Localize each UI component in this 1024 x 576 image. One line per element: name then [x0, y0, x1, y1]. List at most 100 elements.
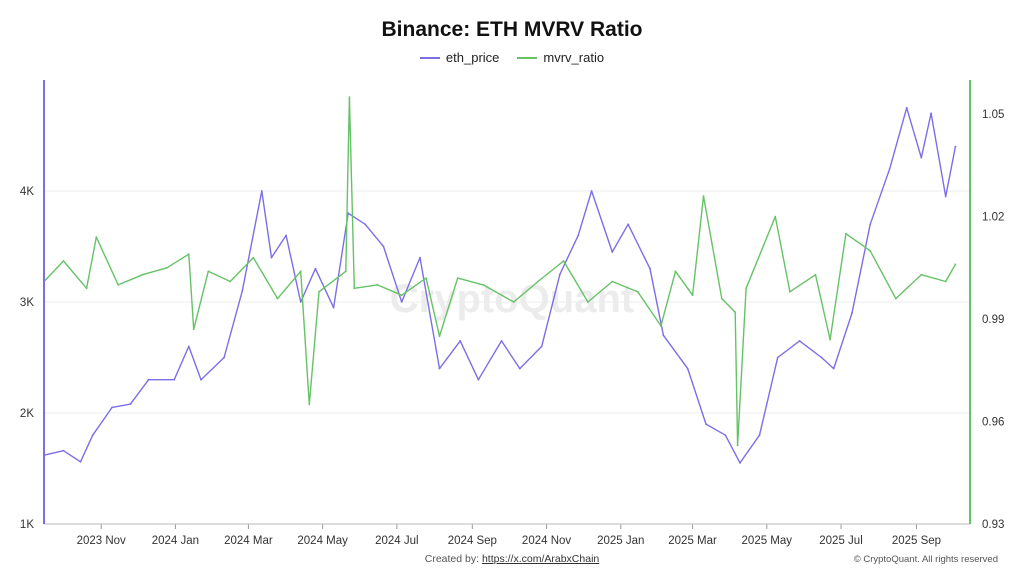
series-mvrv-ratio: [43, 96, 957, 447]
y-left-tick-label: 3K: [20, 297, 34, 309]
data-point-mvrv-ratio: [376, 284, 379, 286]
data-point-eth-price: [173, 378, 176, 381]
data-point-eth-price: [686, 367, 689, 370]
data-point-mvrv-ratio: [636, 290, 639, 293]
watermark: CryptoQuant: [390, 277, 634, 321]
chart-legend: eth_price mvrv_ratio: [0, 50, 1024, 65]
x-tick-label: 2024 Sep: [448, 535, 497, 547]
data-point-mvrv-ratio: [736, 444, 739, 447]
x-tick-label: 2024 Nov: [522, 535, 571, 547]
legend-label-mvrv-ratio: mvrv_ratio: [543, 50, 605, 65]
data-point-eth-price: [419, 256, 421, 259]
legend-item-eth-price[interactable]: eth_price: [419, 50, 500, 65]
data-point-eth-price: [79, 460, 82, 463]
data-point-mvrv-ratio: [117, 284, 120, 286]
data-point-eth-price: [888, 167, 891, 170]
data-point-eth-price: [314, 267, 317, 270]
data-point-mvrv-ratio: [344, 270, 347, 273]
data-point-eth-price: [200, 378, 202, 381]
x-tick-label: 2023 Nov: [77, 535, 126, 547]
data-point-mvrv-ratio: [845, 232, 847, 235]
data-point-mvrv-ratio: [456, 277, 459, 279]
data-point-mvrv-ratio: [702, 195, 705, 198]
data-point-mvrv-ratio: [789, 290, 791, 293]
data-point-mvrv-ratio: [207, 270, 210, 273]
x-tick-label: 2024 Mar: [224, 535, 273, 547]
data-point-eth-price: [347, 212, 350, 215]
data-point-eth-price: [500, 340, 503, 342]
data-point-eth-price: [187, 345, 190, 348]
created-by-link[interactable]: https://x.com/ArabxChain: [481, 553, 600, 565]
data-point-mvrv-ratio: [85, 287, 88, 290]
data-point-eth-price: [627, 223, 629, 226]
data-point-mvrv-ratio: [660, 325, 662, 327]
x-tick-label: 2024 Jan: [152, 535, 199, 547]
data-point-mvrv-ratio: [299, 270, 302, 273]
data-point-eth-price: [611, 251, 614, 253]
data-point-eth-price: [382, 245, 385, 248]
data-point-eth-price: [364, 223, 367, 226]
legend-label-eth-price: eth_price: [445, 50, 500, 65]
data-point-eth-price: [62, 449, 65, 452]
data-point-eth-price: [223, 356, 226, 359]
y-right-tick-label: 0.93: [982, 519, 1004, 531]
x-tick-label: 2025 May: [742, 535, 793, 547]
data-point-mvrv-ratio: [252, 256, 255, 259]
data-point-eth-price: [241, 290, 244, 292]
data-point-mvrv-ratio: [869, 249, 872, 252]
data-point-eth-price: [299, 301, 302, 303]
data-point-mvrv-ratio: [954, 263, 957, 266]
data-point-eth-price: [91, 434, 94, 437]
data-point-mvrv-ratio: [944, 280, 947, 283]
data-point-eth-price: [920, 156, 923, 159]
data-point-mvrv-ratio: [829, 338, 831, 341]
data-point-mvrv-ratio: [192, 328, 195, 331]
grid-lines: [44, 190, 970, 525]
y-right-tick-label: 0.99: [982, 314, 1004, 326]
tick-labels: 1K 2K 3K 4K 0.93 0.96 0.99 1.02 1.05 2023 Nov 2024…: [20, 109, 1004, 547]
data-point-mvrv-ratio: [562, 260, 565, 262]
data-point-eth-price: [930, 112, 932, 115]
data-point-mvrv-ratio: [482, 284, 485, 286]
data-point-mvrv-ratio: [276, 297, 279, 300]
data-point-mvrv-ratio: [95, 236, 98, 239]
data-point-eth-price: [832, 367, 835, 370]
x-tick-label: 2025 Jul: [819, 535, 862, 547]
legend-item-mvrv-ratio[interactable]: mvrv_ratio: [517, 50, 604, 65]
axes: [43, 80, 971, 529]
data-point-eth-price: [540, 345, 543, 348]
x-tick-label: 2024 Jul: [375, 535, 418, 547]
data-point-eth-price: [577, 234, 580, 237]
data-point-mvrv-ratio: [894, 297, 897, 300]
data-point-mvrv-ratio: [308, 403, 311, 406]
data-point-eth-price: [758, 434, 761, 437]
series-line-mvrv-ratio: [43, 96, 957, 447]
data-point-eth-price: [649, 267, 651, 270]
data-point-eth-price: [147, 378, 150, 381]
data-point-eth-price: [705, 423, 707, 425]
data-point-mvrv-ratio: [141, 273, 144, 276]
x-tick-label: 2025 Mar: [668, 535, 717, 547]
y-right-tick-label: 1.02: [982, 212, 1004, 224]
data-point-eth-price: [270, 256, 273, 259]
data-point-eth-price: [798, 340, 801, 342]
y-right-tick-label: 1.05: [982, 109, 1004, 121]
data-point-eth-price: [285, 234, 287, 237]
data-point-eth-price: [905, 106, 908, 109]
data-point-mvrv-ratio: [229, 280, 232, 283]
data-point-eth-price: [776, 356, 779, 359]
data-point-mvrv-ratio: [720, 297, 723, 300]
footer-credit: Created by: https://x.com/ArabxChain: [0, 553, 1024, 565]
data-point-mvrv-ratio: [62, 260, 65, 262]
data-point-mvrv-ratio: [745, 287, 747, 290]
data-point-eth-price: [590, 190, 593, 192]
data-point-mvrv-ratio: [348, 96, 351, 98]
data-point-mvrv-ratio: [611, 280, 614, 283]
data-point-eth-price: [129, 403, 132, 405]
data-point-mvrv-ratio: [814, 273, 817, 276]
data-point-mvrv-ratio: [734, 311, 737, 314]
data-point-mvrv-ratio: [187, 253, 190, 256]
data-point-mvrv-ratio: [691, 294, 694, 297]
data-point-mvrv-ratio: [400, 294, 403, 297]
